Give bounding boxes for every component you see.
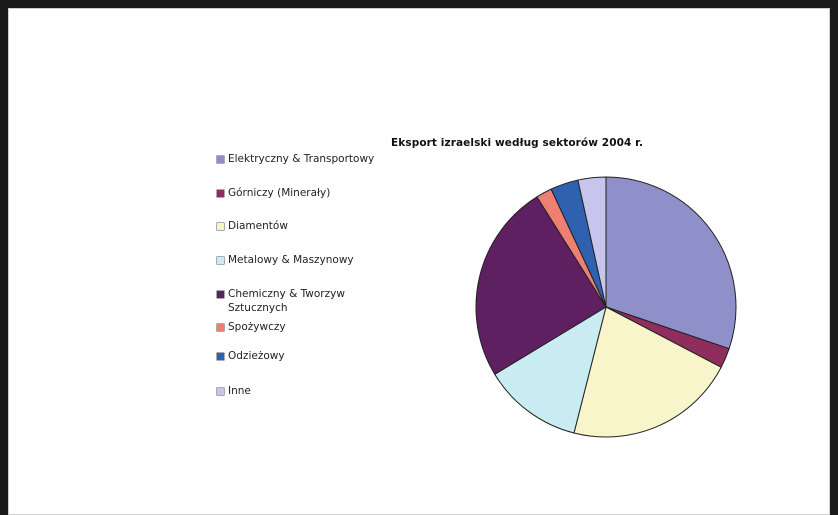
chart-title: Eksport izraelski według sektorów 2004 r…: [391, 137, 644, 149]
legend-item: Inne: [217, 384, 251, 398]
legend-swatch: [217, 223, 224, 230]
legend-swatch: [217, 291, 224, 298]
legend-item: Górniczy (Minerały): [217, 186, 330, 200]
legend-item: Chemiczny & Tworzyw Sztucznych: [217, 287, 378, 315]
pie-slice: [494, 305, 607, 434]
legend-swatch: [217, 156, 224, 163]
pie-slice: [605, 176, 737, 350]
legend-label: Elektryczny & Transportowy: [228, 153, 375, 165]
legend-label: Spożywczy: [228, 321, 286, 333]
legend-swatch: [217, 324, 224, 331]
legend-label: Metalowy & Maszynowy: [228, 254, 354, 266]
legend-swatch: [217, 388, 224, 395]
legend-item: Spożywczy: [217, 320, 286, 334]
pie-slice: [475, 196, 607, 376]
legend-label: Górniczy (Minerały): [228, 187, 331, 199]
legend-label: Diamentów: [228, 220, 288, 232]
legend-swatch: [217, 190, 224, 197]
legend-label: Odzieżowy: [228, 350, 285, 362]
legend: Elektryczny & Transportowy Górniczy (Mine…: [217, 0, 417, 515]
pie-slice: [573, 306, 722, 438]
legend-swatch: [217, 353, 224, 360]
pie-slice: [577, 176, 607, 308]
legend-item: Odzieżowy: [217, 349, 285, 363]
legend-item: Diamentów: [217, 219, 288, 233]
legend-item: Elektryczny & Transportowy: [217, 152, 374, 166]
legend-swatch: [217, 257, 224, 264]
legend-label: Inne: [228, 385, 251, 397]
legend-item: Metalowy & Maszynowy: [217, 253, 354, 267]
legend-label: Chemiczny & Tworzyw Sztucznych: [228, 288, 345, 314]
